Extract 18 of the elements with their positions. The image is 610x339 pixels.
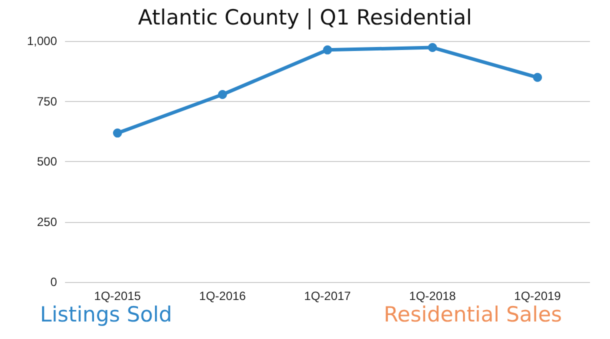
- x-tick-label: 1Q-2018: [409, 289, 456, 303]
- x-tick-label: 1Q-2019: [514, 289, 562, 303]
- text: Listings Sold: [40, 302, 172, 326]
- y-tick-label: 750: [36, 94, 58, 108]
- x-tick-label: 1Q-2016: [199, 289, 246, 303]
- text: Residential Sales: [384, 302, 562, 326]
- y-tick-label: 250: [36, 214, 58, 229]
- x-tick-label: 1Q-2017: [304, 289, 352, 303]
- y-tick-label: 0: [50, 275, 58, 289]
- point: [218, 90, 227, 99]
- point: [533, 72, 542, 82]
- y-tick-label: 1,000: [26, 34, 58, 48]
- point: [323, 45, 332, 54]
- chart-title: Atlantic County | Q1 Residential: [138, 6, 472, 30]
- x-tick-label: 1Q-2015: [94, 289, 142, 303]
- y-tick-label: 500: [36, 154, 58, 168]
- point: [113, 128, 122, 138]
- point: [428, 43, 437, 52]
